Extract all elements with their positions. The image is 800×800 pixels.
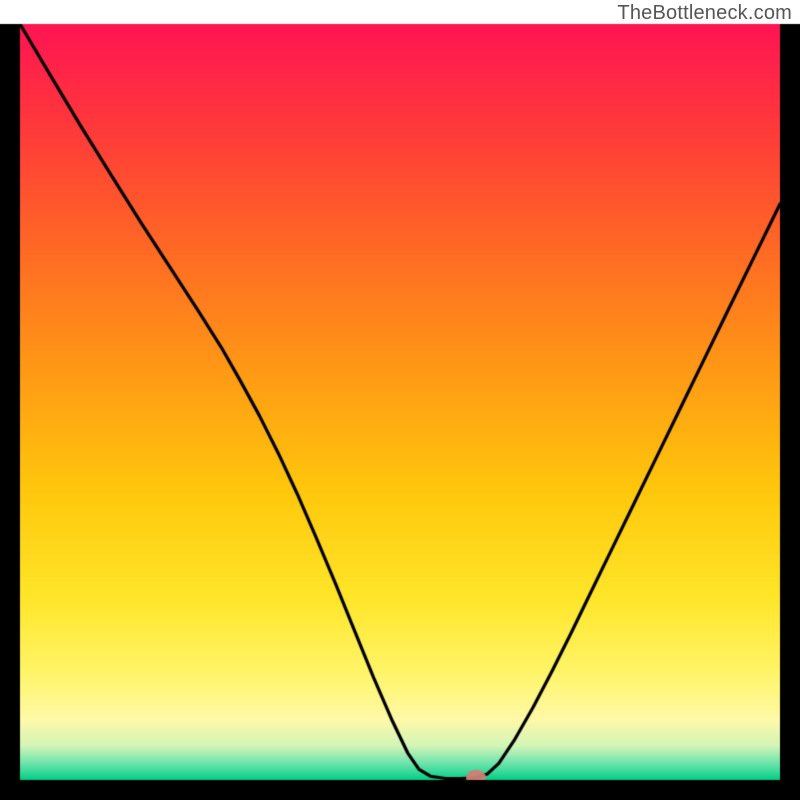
bottleneck-chart-canvas (0, 0, 800, 800)
chart-container: TheBottleneck.com (0, 0, 800, 800)
watermark-label: TheBottleneck.com (617, 2, 792, 25)
